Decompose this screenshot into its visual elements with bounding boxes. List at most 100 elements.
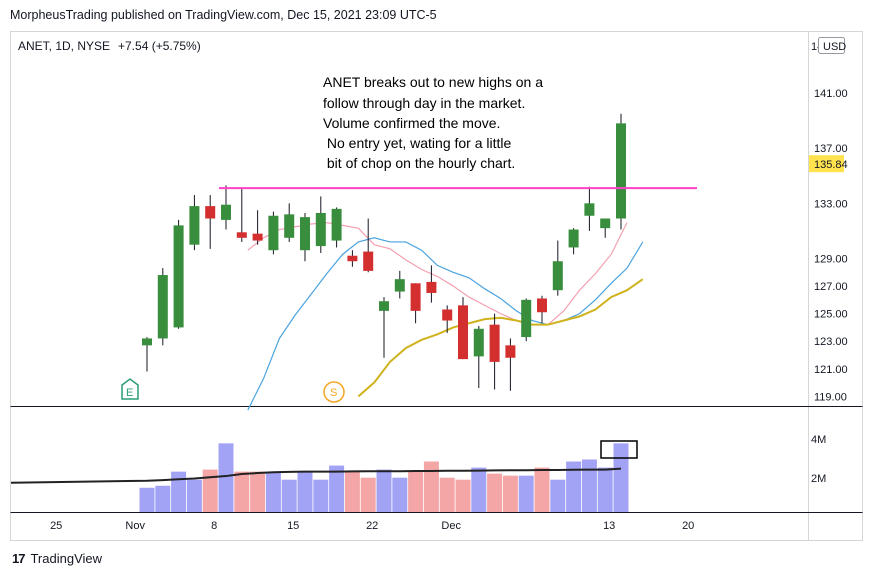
price-candles: [142, 113, 626, 391]
earnings-marker-label: E: [126, 387, 133, 399]
volume-pane: [10, 443, 629, 512]
volume-bar: [518, 475, 534, 512]
volume-bar: [234, 471, 250, 512]
candle-body: [315, 212, 326, 247]
volume-bar: [297, 471, 313, 512]
volume-bar: [218, 443, 234, 512]
candle-body: [568, 229, 579, 248]
volume-bar: [581, 459, 597, 512]
time-tick-label: 8: [211, 520, 217, 532]
volume-bar: [186, 479, 202, 512]
candle-body: [300, 217, 310, 251]
price-tick-label: 133.00: [814, 198, 848, 210]
moving-averages: [247, 222, 644, 411]
candle-body: [236, 232, 247, 238]
annotation-line: ANET breaks out to new highs on a: [323, 74, 543, 90]
volume-tick-2m: 2M: [811, 473, 826, 485]
tradingview-brand-label: TradingView: [30, 551, 103, 566]
volume-average-line: [10, 467, 622, 484]
annotation-line: No entry yet, wating for a little: [323, 135, 512, 151]
time-tick-label: 15: [287, 520, 299, 532]
candle-body: [410, 283, 421, 311]
candle-body: [458, 305, 468, 360]
time-tick-label: 22: [366, 520, 378, 532]
axes: 141.00 137.00 133.00 129.00 127.00 125.00 123.…: [50, 88, 848, 532]
tradingview-logo-icon: 17: [12, 551, 26, 566]
annotation-line: follow through day in the market.: [323, 95, 525, 111]
candle-body: [363, 251, 374, 271]
split-badge-icon: [323, 381, 345, 403]
candle-body: [394, 279, 405, 292]
volume-bar: [265, 471, 281, 512]
tradingview-footer: 17 TradingView: [12, 551, 102, 566]
split-marker[interactable]: S: [323, 381, 345, 403]
candle-body: [537, 298, 547, 313]
price-tick-label: 123.00: [814, 336, 848, 348]
volume-highlight-box: [600, 440, 638, 459]
annotation-line: Volume confirmed the move.: [323, 115, 500, 131]
volume-bar: [566, 461, 582, 512]
candle-body: [252, 233, 263, 241]
earnings-badge-icon: [121, 378, 139, 400]
candle-body: [221, 204, 231, 220]
volume-bar: [455, 479, 471, 512]
candle-body: [189, 206, 200, 245]
annotation-note: ANET breaks out to new highs on a follow…: [323, 74, 543, 171]
time-tick-label: 20: [682, 520, 694, 532]
volume-bar: [281, 479, 297, 512]
candle-body: [268, 215, 279, 251]
volume-bar: [313, 479, 329, 512]
publish-header: MorpheusTrading published on TradingView…: [10, 8, 437, 22]
last-price-label: 135.84: [814, 159, 848, 171]
candle-body: [157, 275, 168, 339]
price-tick-label: 141.00: [814, 88, 848, 100]
candle-body: [521, 299, 532, 338]
candle-body: [584, 203, 595, 216]
price-tick-label: 127.00: [814, 281, 848, 293]
volume-tick-4m: 4M: [811, 434, 826, 446]
time-tick-label: 25: [50, 520, 62, 532]
ema-mid-line: [247, 237, 644, 411]
volume-bar: [329, 465, 345, 512]
volume-bar: [376, 469, 392, 512]
volume-bar: [534, 467, 550, 512]
price-tick-label: 119.00: [814, 391, 847, 403]
currency-label[interactable]: USD: [823, 41, 846, 53]
volume-bar: [597, 467, 613, 512]
price-tick-label: 121.00: [814, 364, 848, 376]
candle-body: [442, 309, 453, 321]
volume-bar: [250, 471, 266, 512]
candle-body: [205, 206, 216, 219]
earnings-marker[interactable]: E: [121, 378, 139, 400]
volume-bar: [550, 479, 566, 512]
time-tick-label: Nov: [125, 520, 145, 532]
candle-body: [426, 281, 437, 293]
candle-body: [552, 261, 563, 291]
volume-bar: [155, 485, 171, 512]
candle-body: [142, 338, 152, 346]
candle-body: [616, 123, 626, 219]
volume-bar: [502, 475, 518, 512]
candle-body: [600, 218, 611, 229]
volume-bar: [423, 461, 439, 512]
currency-button[interactable]: [818, 37, 845, 54]
time-tick-label: 13: [603, 520, 615, 532]
price-change-label: +7.54 (+5.75%): [118, 39, 201, 53]
price-tick-label: 129.00: [814, 253, 848, 265]
volume-bar: [139, 487, 155, 512]
candle-body: [331, 208, 342, 241]
volume-bar: [613, 443, 629, 512]
volume-bar: [408, 471, 424, 512]
volume-bar: [202, 469, 218, 512]
volume-bar: [471, 467, 487, 512]
volume-bar: [360, 477, 376, 512]
candle-body: [284, 214, 295, 238]
symbol-label: ANET, 1D, NYSE: [18, 39, 110, 53]
ema-fast-line: [247, 222, 628, 326]
volume-bar: [171, 471, 187, 512]
volume-bar: [392, 477, 408, 512]
last-price-badge: [809, 155, 844, 173]
candle-body: [347, 255, 358, 262]
ema-slow-line: [357, 278, 644, 398]
